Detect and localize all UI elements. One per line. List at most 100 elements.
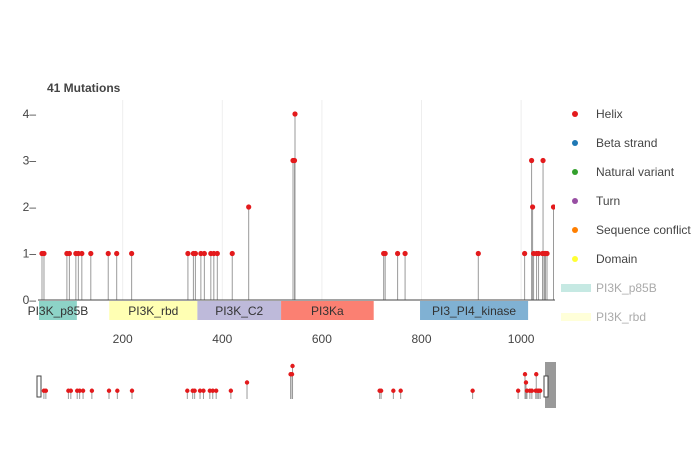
mutation-point[interactable]: [544, 250, 550, 257]
overview-point: [378, 388, 384, 393]
domain-bar[interactable]: [197, 301, 282, 320]
domain-label: PI3K_C2: [215, 304, 263, 318]
y-tick-label: 4–: [23, 107, 37, 121]
legend-domain-label[interactable]: PI3K_p85B: [596, 281, 657, 295]
overview-point: [129, 388, 135, 393]
mutation-point[interactable]: [185, 250, 191, 257]
y-axis-ticks: 0– 1– 2– 3– 4–: [23, 107, 37, 307]
domain-label: PI3K_p85B: [28, 304, 89, 318]
legend-label[interactable]: Natural variant: [596, 165, 675, 179]
overview-point: [106, 388, 112, 393]
overview-point: [89, 388, 95, 393]
mutation-point[interactable]: [246, 204, 252, 210]
overview-point: [115, 388, 120, 393]
legend-marker[interactable]: [572, 169, 578, 175]
overview-point: [244, 380, 250, 385]
domain-label: PI3K_rbd: [128, 304, 178, 318]
domain-label: PI3Ka: [311, 304, 344, 318]
overview-point: [398, 388, 403, 393]
mutation-point[interactable]: [114, 250, 120, 257]
legend-label[interactable]: Helix: [596, 107, 623, 121]
mutation-point[interactable]: [535, 250, 542, 257]
grid-lines: [122, 100, 522, 300]
y-tick-label: 0–: [23, 293, 37, 307]
mutation-point[interactable]: [291, 157, 298, 164]
x-tick-label: 1000: [508, 332, 535, 346]
mutation-point[interactable]: [129, 250, 135, 257]
mutation-point[interactable]: [229, 250, 235, 257]
domain-bar[interactable]: [38, 301, 77, 320]
overview-point: [80, 388, 86, 393]
overview-point: [68, 388, 74, 393]
legend-domain-swatch[interactable]: [561, 313, 591, 321]
overview-point: [210, 388, 215, 393]
overview-point: [201, 388, 206, 393]
x-tick-label: 400: [212, 332, 232, 346]
mutation-stems: [41, 114, 555, 300]
legend-label[interactable]: Turn: [596, 194, 620, 208]
overview-point: [391, 388, 396, 393]
legend-marker[interactable]: [572, 140, 578, 146]
overview-point: [185, 388, 190, 393]
legend-label[interactable]: Domain: [596, 252, 637, 266]
mutation-point[interactable]: [522, 250, 528, 257]
mutation-point[interactable]: [79, 250, 85, 257]
legend-marker[interactable]: [572, 198, 578, 204]
domain-bar[interactable]: [281, 301, 374, 320]
mutation-point[interactable]: [529, 204, 536, 210]
overview-point: [213, 388, 219, 393]
x-tick-label: 600: [312, 332, 332, 346]
mutation-point[interactable]: [528, 157, 535, 164]
range-mask-right: [545, 362, 556, 408]
legend-domain-swatch[interactable]: [561, 284, 591, 292]
mutation-point[interactable]: [214, 250, 220, 257]
mutation-point[interactable]: [105, 250, 111, 257]
legend-marker[interactable]: [572, 256, 578, 262]
legend-domain-label[interactable]: PI3K_rbd: [596, 310, 646, 324]
overview-point: [523, 380, 529, 385]
domain-track: PI3K_p85B PI3K_rbd PI3K_C2 PI3Ka PI3_PI4_kin…: [28, 301, 529, 320]
overview-point: [529, 388, 535, 393]
mutation-point[interactable]: [66, 250, 72, 257]
legend-label[interactable]: Sequence conflict: [596, 223, 691, 237]
mutation-point[interactable]: [292, 111, 298, 117]
legend-marker[interactable]: [572, 227, 578, 233]
chart-title: 41 Mutations: [47, 81, 121, 95]
mutation-point[interactable]: [192, 250, 198, 257]
overview-point: [534, 372, 539, 377]
mutation-point[interactable]: [550, 204, 556, 210]
y-tick-label: 1–: [23, 247, 37, 261]
range-handle-left[interactable]: [36, 375, 42, 398]
overview-point: [77, 388, 82, 393]
y-tick-label: 2–: [23, 200, 37, 214]
x-axis-ticks: 200 400 600 800 1000: [113, 332, 535, 346]
legend[interactable]: Helix Beta strand Natural variant Turn Seque…: [561, 107, 691, 324]
overview-point: [43, 388, 49, 393]
overview-point: [522, 372, 528, 377]
overview-point: [197, 388, 203, 393]
mutation-point[interactable]: [41, 250, 47, 257]
mutation-point[interactable]: [402, 250, 408, 257]
mutation-point[interactable]: [395, 250, 401, 257]
domain-bar[interactable]: [109, 301, 198, 320]
mutation-point[interactable]: [475, 250, 481, 257]
overview-point: [290, 363, 295, 369]
overview-point: [192, 388, 197, 393]
y-tick-label: 3–: [23, 154, 37, 168]
overview-point: [537, 388, 543, 393]
overview-point: [228, 388, 234, 393]
mutation-point[interactable]: [382, 250, 388, 257]
range-slider[interactable]: [36, 362, 556, 408]
domain-bar[interactable]: [420, 301, 529, 320]
legend-marker[interactable]: [572, 111, 578, 117]
mutation-point[interactable]: [88, 250, 94, 257]
x-tick-label: 200: [113, 332, 133, 346]
overview-point: [289, 372, 295, 377]
overview-point: [515, 388, 521, 393]
legend-label[interactable]: Beta strand: [596, 136, 657, 150]
mutation-point[interactable]: [540, 157, 546, 164]
range-handle-right[interactable]: [543, 375, 549, 398]
domain-label: PI3_PI4_kinase: [432, 304, 516, 318]
mutation-point[interactable]: [201, 250, 207, 257]
